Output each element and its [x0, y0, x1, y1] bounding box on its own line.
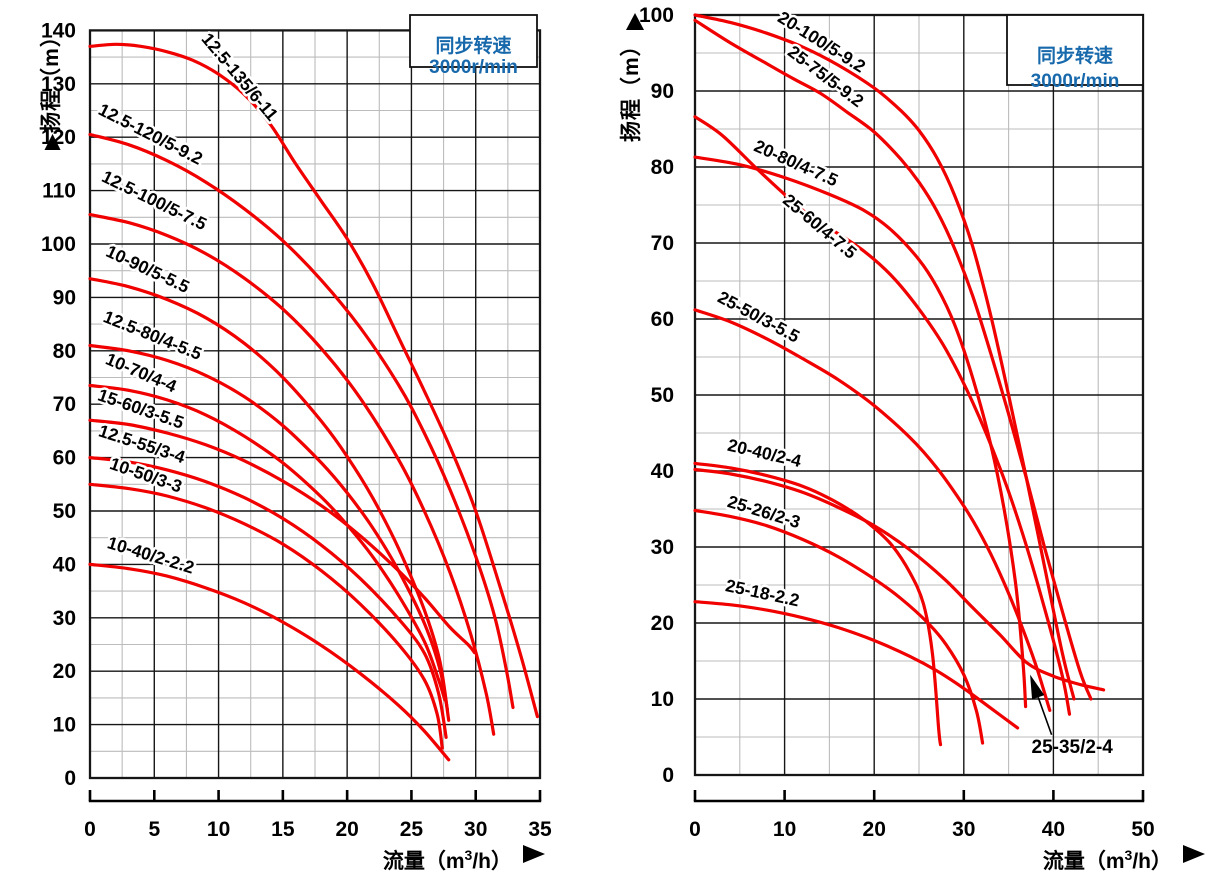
- curve-label-25-50/3-5.5: 25-50/3-5.5: [715, 287, 804, 347]
- y-tick-label: 70: [651, 232, 674, 255]
- y-tick-label: 60: [651, 308, 674, 331]
- y-tick-label: 0: [64, 767, 76, 790]
- curve-25-60/4-7.5: [693, 115, 1072, 716]
- x-tick-label: 0: [84, 818, 96, 841]
- y-tick-label: 40: [53, 553, 76, 576]
- x-tick-label: 15: [271, 818, 295, 841]
- y-axis-title: 扬程（m）: [619, 34, 643, 142]
- grid-major: [695, 15, 1143, 775]
- annotation-arrow-icon: [1030, 674, 1045, 700]
- curve-labels: 12.5-135/6-1112.5-120/5-9.212.5-100/5-7.…: [93, 26, 285, 580]
- curve-25-18-2.2: [693, 600, 1020, 730]
- x-tick-label: 5: [148, 818, 160, 841]
- y-tick-label: 70: [53, 393, 76, 416]
- y-tick-label: 50: [53, 500, 76, 523]
- y-tick-label: 130: [41, 73, 76, 96]
- annotation-label: 25-35/2-4: [1032, 737, 1114, 758]
- curve-20-80/4-7.5: [693, 155, 1028, 709]
- x-axis-title: 流量（m3/h）: [1043, 847, 1172, 873]
- x-tick-label: 50: [1131, 818, 1154, 841]
- legend-sync-speed-label: 同步转速: [435, 34, 511, 57]
- y-tick-label: 100: [639, 4, 674, 27]
- curves: [693, 13, 1106, 747]
- x-axis-title: 流量（m3/h）: [383, 847, 512, 873]
- curve-label-10-40/2-2.2: 10-40/2-2.2: [105, 532, 197, 577]
- y-tick-label: 30: [651, 536, 674, 559]
- x-tick-label: 20: [863, 818, 886, 841]
- y-tick-label: 90: [53, 286, 76, 309]
- x-axis-ruler: 0 5 10 15 20 25 30 35: [84, 790, 552, 841]
- y-tick-label: 30: [53, 607, 76, 630]
- curve-labels: 20-100/5-9.225-75/5-9.220-80/4-7.525-60/…: [712, 5, 872, 613]
- curve-10-40/2-2.2: [88, 562, 451, 762]
- y-tick-label: 50: [651, 384, 674, 407]
- x-axis-arrow-icon: [1183, 845, 1205, 863]
- x-tick-label: 40: [1042, 818, 1065, 841]
- y-tick-label: 140: [41, 19, 76, 42]
- y-tick-label: 10: [53, 714, 76, 737]
- x-tick-label: 10: [773, 818, 796, 841]
- curve-25-26/2-3: [693, 508, 985, 745]
- y-tick-labels: 0 10 20 30 40 50 60 70 80 90 100 110 120 130 140: [41, 19, 76, 790]
- y-tick-label: 90: [651, 80, 674, 103]
- plot-border: [88, 29, 542, 780]
- y-axis-title: ▶扬程（m）: [39, 25, 63, 150]
- y-tick-labels: 0 10 20 30 40 50 60 70 80 90 100: [639, 4, 674, 787]
- right-chart: 同步转速 3000r/min 20-100/5-9.225-75/5-9.220-8…: [619, 4, 1205, 873]
- x-tick-label: 30: [952, 818, 975, 841]
- legend-box: [409, 14, 538, 68]
- y-tick-label: 110: [42, 180, 76, 203]
- y-tick-label: 60: [53, 447, 76, 470]
- curve-12.5-80/4-5.5: [88, 343, 449, 712]
- plot-border: [693, 13, 1145, 777]
- y-tick-label: 80: [53, 340, 76, 363]
- legend-speed-value: 3000r/min: [429, 57, 518, 78]
- legend: 同步转速 3000r/min: [1006, 14, 1144, 92]
- y-tick-label: 10: [651, 688, 674, 711]
- y-tick-label: 0: [662, 764, 674, 787]
- x-tick-label: 35: [528, 818, 552, 841]
- curve-25-75/5-9.2: [693, 18, 1093, 701]
- legend-speed-value: 3000r/min: [1031, 71, 1120, 92]
- curves: [88, 42, 539, 762]
- curve-25-35/2-4: [693, 467, 1106, 692]
- curve-25-50/3-5.5: [693, 308, 1052, 712]
- annotation-arrow-line: [1037, 697, 1053, 735]
- y-tick-label: 80: [651, 156, 674, 179]
- curve-label-12.5-120/5-9.2: 12.5-120/5-9.2: [95, 99, 206, 169]
- y-axis-arrow-icon: [626, 13, 644, 30]
- x-axis-arrow-icon: [523, 845, 545, 863]
- curve-10-90/5-5.5: [88, 277, 451, 722]
- y-tick-label: 120: [41, 126, 76, 149]
- curve-12.5-120/5-9.2: [88, 132, 515, 710]
- annotation: 25-35/2-4: [1030, 674, 1114, 758]
- x-tick-label: 20: [335, 818, 358, 841]
- y-tick-label: 20: [651, 612, 674, 635]
- curve-label-20-40/2-4: 20-40/2-4: [726, 435, 804, 471]
- curve-10-50/3-3: [88, 482, 444, 750]
- curve-12.5-55/3-4: [88, 456, 448, 739]
- curve-15-60/3-5.5: [88, 418, 476, 655]
- curve-12.5-135/6-11: [88, 42, 539, 719]
- x-tick-label: 25: [400, 818, 424, 841]
- curve-label-25-60/4-7.5: 25-60/4-7.5: [779, 190, 861, 263]
- curve-label-10-90/5-5.5: 10-90/5-5.5: [103, 241, 193, 297]
- legend-sync-speed-label: 同步转速: [1037, 44, 1113, 67]
- x-tick-label: 10: [207, 818, 230, 841]
- y-tick-label: 40: [651, 460, 674, 483]
- curve-12.5-100/5-7.5: [88, 213, 496, 736]
- y-tick-label: 100: [41, 233, 76, 256]
- x-axis-ruler: 0 10 20 30 40 50: [689, 790, 1155, 841]
- legend-box: [1006, 14, 1144, 86]
- x-tick-label: 0: [689, 818, 701, 841]
- curve-20-40/2-4: [693, 461, 943, 747]
- x-tick-label: 30: [464, 818, 487, 841]
- curve-10-70/4-4: [88, 383, 447, 702]
- curve-20-100/5-9.2: [693, 13, 1076, 701]
- y-tick-label: 20: [53, 660, 76, 683]
